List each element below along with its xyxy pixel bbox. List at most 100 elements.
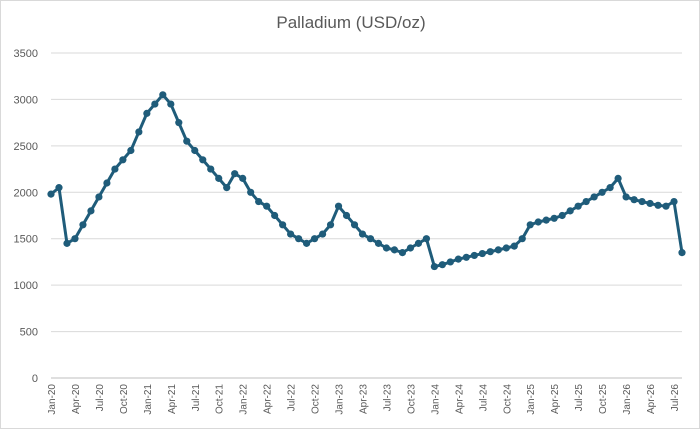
x-tick-label: Oct-21 — [215, 384, 226, 414]
data-point — [678, 249, 686, 257]
data-point — [358, 230, 367, 238]
data-point — [287, 230, 295, 238]
data-point — [79, 221, 87, 229]
data-point — [350, 221, 359, 229]
data-point — [566, 207, 574, 215]
data-point — [199, 156, 207, 164]
data-point — [175, 119, 183, 127]
data-point — [318, 230, 327, 238]
x-tick-label: Jan-24 — [430, 384, 441, 415]
x-tick-label: Jul-20 — [95, 384, 106, 412]
data-point — [71, 235, 79, 243]
data-point — [614, 174, 622, 182]
data-point — [558, 211, 566, 220]
data-point — [191, 146, 199, 155]
data-point — [63, 239, 71, 247]
data-point — [414, 239, 423, 247]
data-point — [502, 244, 510, 252]
grid-lines — [51, 52, 682, 379]
y-axis: 0 500 1000 1500 2000 2500 3000 3500 — [14, 48, 38, 385]
x-tick-label: Jan-25 — [526, 384, 537, 415]
data-point — [598, 188, 606, 196]
x-tick-label: Oct-25 — [598, 384, 609, 414]
y-tick-label: 2000 — [14, 187, 38, 199]
x-tick-label: Jan-22 — [239, 384, 250, 415]
data-point — [470, 251, 478, 260]
data-point — [582, 197, 590, 206]
data-point — [574, 202, 582, 210]
x-tick-label: Oct-24 — [502, 384, 513, 414]
x-tick-label: Jul-24 — [478, 384, 489, 412]
y-tick-label: 3000 — [14, 94, 38, 106]
data-point — [494, 246, 502, 254]
data-point — [247, 188, 255, 196]
data-point — [366, 235, 375, 243]
data-point — [534, 218, 542, 226]
data-point — [478, 249, 486, 258]
y-tick-label: 1000 — [14, 280, 38, 292]
x-tick-label: Apr-24 — [454, 384, 465, 414]
data-point — [606, 184, 614, 192]
data-point — [622, 193, 630, 201]
data-point — [390, 246, 399, 254]
data-point — [334, 202, 343, 210]
data-point — [111, 165, 119, 173]
data-point — [255, 197, 263, 206]
x-tick-label: Jul-26 — [670, 384, 681, 412]
data-point — [462, 253, 470, 261]
data-point — [143, 109, 151, 117]
y-tick-label: 3500 — [14, 48, 38, 60]
data-point — [542, 216, 550, 224]
y-tick-label: 1500 — [14, 234, 38, 246]
data-point — [127, 146, 135, 155]
data-point — [271, 211, 279, 220]
data-point — [382, 244, 391, 252]
x-tick-label: Apr-25 — [550, 384, 561, 414]
x-tick-label: Oct-23 — [406, 384, 417, 414]
x-axis: Jan-20 Apr-20 Jul-20 Oct-20 Jan-21 Apr-21 Jul-… — [47, 384, 681, 415]
data-point — [215, 174, 223, 182]
x-tick-label: Jul-25 — [574, 384, 585, 412]
data-point — [47, 190, 55, 198]
data-point — [430, 262, 438, 271]
data-point — [302, 239, 311, 247]
data-point — [398, 249, 407, 257]
data-point — [87, 207, 95, 215]
data-point — [526, 221, 534, 229]
data-point — [326, 221, 335, 229]
x-tick-label: Jul-23 — [382, 384, 393, 412]
data-point — [374, 239, 383, 247]
x-tick-label: Jan-26 — [622, 384, 633, 415]
data-point — [167, 100, 175, 108]
x-tick-label: Apr-22 — [263, 384, 274, 414]
data-point — [486, 248, 494, 256]
x-tick-label: Oct-22 — [311, 384, 322, 414]
series-palladium — [47, 91, 686, 271]
x-tick-label: Jan-20 — [47, 384, 58, 415]
data-point — [151, 100, 159, 108]
data-point — [239, 174, 247, 182]
data-point — [342, 211, 351, 220]
data-point — [422, 235, 431, 243]
x-tick-label: Apr-20 — [71, 384, 82, 414]
x-tick-label: Jan-21 — [143, 384, 154, 415]
data-point — [55, 184, 63, 192]
data-point — [518, 235, 526, 243]
data-point — [446, 258, 454, 266]
data-point — [630, 196, 638, 204]
data-point — [670, 197, 678, 206]
data-point — [103, 179, 111, 187]
data-point — [454, 255, 462, 263]
data-point — [654, 201, 662, 209]
data-point — [119, 156, 127, 164]
data-point — [279, 221, 287, 229]
data-point — [263, 202, 271, 210]
data-point — [295, 235, 303, 243]
data-point — [231, 170, 239, 178]
x-tick-label: Jul-21 — [191, 384, 202, 412]
y-tick-label: 500 — [20, 327, 38, 339]
y-tick-label: 2500 — [14, 141, 38, 153]
data-point — [638, 197, 646, 206]
